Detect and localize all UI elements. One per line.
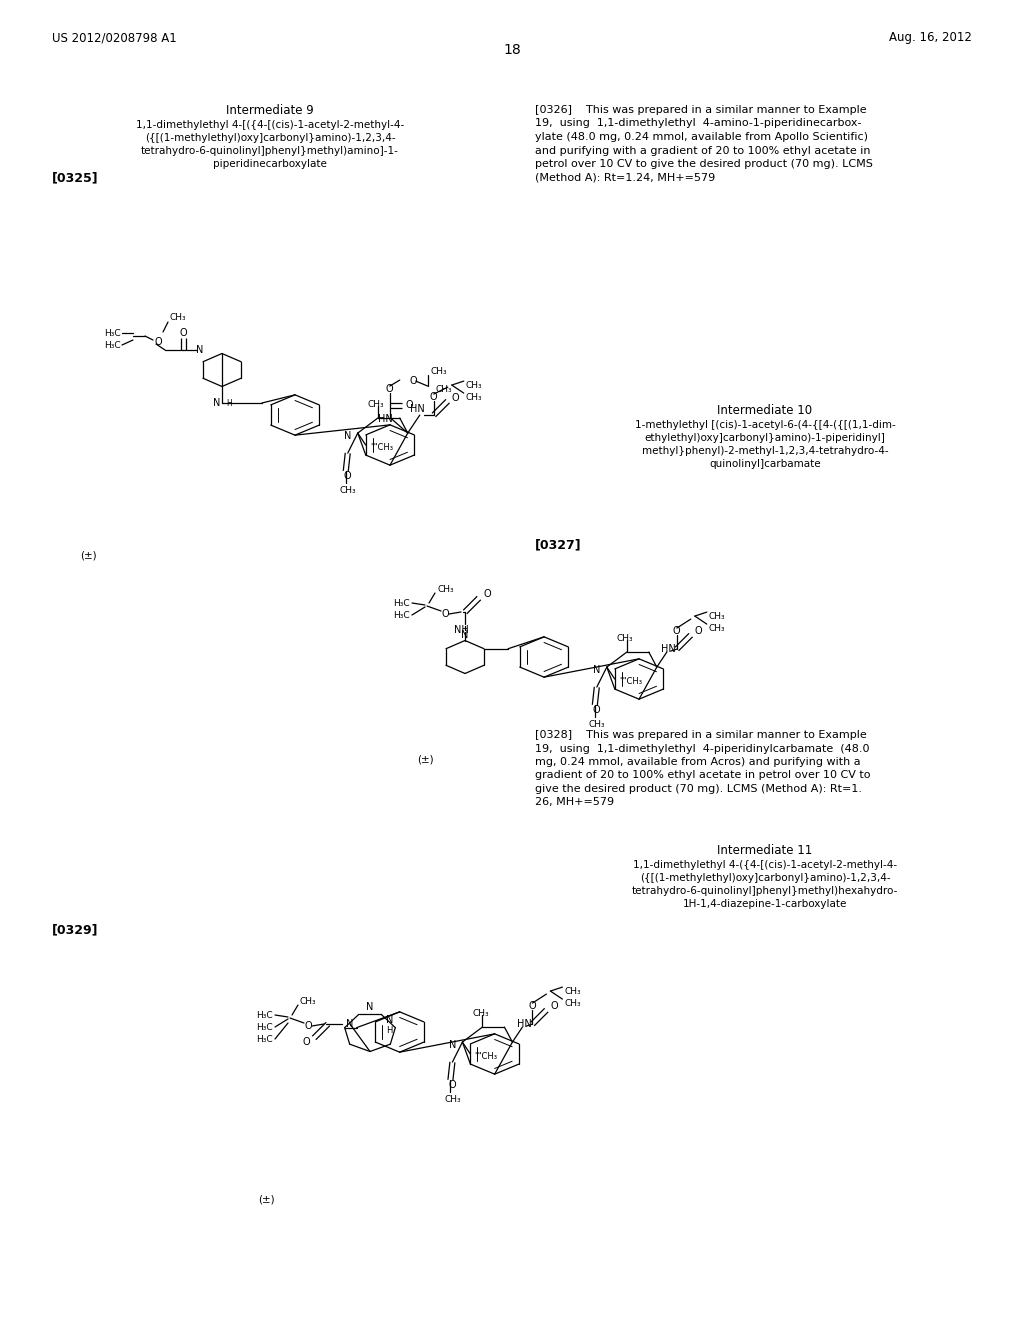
Text: [0329]: [0329] bbox=[52, 924, 98, 936]
Text: HN: HN bbox=[379, 414, 393, 424]
Text: ""CH₃: ""CH₃ bbox=[618, 677, 642, 685]
Text: H₃C: H₃C bbox=[256, 1023, 273, 1031]
Text: [0325]: [0325] bbox=[52, 172, 98, 185]
Text: H: H bbox=[386, 1026, 392, 1035]
Text: O: O bbox=[528, 1001, 537, 1011]
Text: H₃C: H₃C bbox=[256, 1011, 273, 1019]
Text: 18: 18 bbox=[503, 44, 521, 57]
Text: HN: HN bbox=[411, 404, 425, 414]
Text: H₃C: H₃C bbox=[393, 598, 410, 607]
Text: US 2012/0208798 A1: US 2012/0208798 A1 bbox=[52, 32, 177, 45]
Text: CH₃: CH₃ bbox=[564, 998, 581, 1007]
Text: O: O bbox=[483, 589, 490, 599]
Text: quinolinyl]carbamate: quinolinyl]carbamate bbox=[710, 459, 821, 469]
Text: O: O bbox=[673, 626, 681, 636]
Text: ""CH₃: ""CH₃ bbox=[474, 1052, 498, 1060]
Text: HN: HN bbox=[662, 644, 676, 655]
Text: N: N bbox=[386, 1015, 393, 1026]
Text: H₃C: H₃C bbox=[256, 1035, 273, 1044]
Text: Intermediate 11: Intermediate 11 bbox=[718, 843, 813, 857]
Text: [0326]    This was prepared in a similar manner to Example: [0326] This was prepared in a similar ma… bbox=[535, 106, 866, 115]
Text: O: O bbox=[430, 392, 437, 403]
Text: 1,1-dimethylethyl 4-[({4-[(cis)-1-acetyl-2-methyl-4-: 1,1-dimethylethyl 4-[({4-[(cis)-1-acetyl… bbox=[136, 120, 404, 129]
Text: N: N bbox=[462, 630, 469, 639]
Text: (Method A): Rt=1.24, MH+=579: (Method A): Rt=1.24, MH+=579 bbox=[535, 173, 715, 182]
Text: CH₃: CH₃ bbox=[564, 986, 581, 995]
Text: O: O bbox=[452, 393, 460, 403]
Text: CH₃: CH₃ bbox=[589, 719, 605, 729]
Text: HN: HN bbox=[517, 1019, 531, 1030]
Text: NH: NH bbox=[454, 624, 468, 635]
Text: Intermediate 9: Intermediate 9 bbox=[226, 103, 314, 116]
Text: N: N bbox=[450, 1040, 457, 1051]
Text: O: O bbox=[410, 376, 418, 385]
Text: CH₃: CH₃ bbox=[437, 586, 454, 594]
Text: 19,  using  1,1-dimethylethyl  4-amino-1-piperidinecarbox-: 19, using 1,1-dimethylethyl 4-amino-1-pi… bbox=[535, 119, 861, 128]
Text: petrol over 10 CV to give the desired product (70 mg). LCMS: petrol over 10 CV to give the desired pr… bbox=[535, 158, 872, 169]
Text: O: O bbox=[155, 337, 162, 347]
Text: [0327]: [0327] bbox=[535, 539, 582, 552]
Text: CH₃: CH₃ bbox=[709, 623, 725, 632]
Text: N: N bbox=[367, 1002, 374, 1011]
Text: ""CH₃: ""CH₃ bbox=[370, 442, 393, 451]
Text: ({[(1-methylethyl)oxy]carbonyl}amino)-1,2,3,4-: ({[(1-methylethyl)oxy]carbonyl}amino)-1,… bbox=[144, 133, 395, 143]
Text: tetrahydro-6-quinolinyl]phenyl}methyl)amino]-1-: tetrahydro-6-quinolinyl]phenyl}methyl)am… bbox=[141, 147, 399, 156]
Text: CH₃: CH₃ bbox=[466, 392, 482, 401]
Text: H₃C: H₃C bbox=[104, 341, 121, 350]
Text: N: N bbox=[213, 399, 220, 408]
Text: O: O bbox=[593, 705, 601, 715]
Text: O: O bbox=[449, 1080, 457, 1090]
Text: 1H-1,4-diazepine-1-carboxylate: 1H-1,4-diazepine-1-carboxylate bbox=[683, 899, 847, 909]
Text: mg, 0.24 mmol, available from Acros) and purifying with a: mg, 0.24 mmol, available from Acros) and… bbox=[535, 756, 860, 767]
Text: CH₃: CH₃ bbox=[444, 1094, 461, 1104]
Text: Aug. 16, 2012: Aug. 16, 2012 bbox=[889, 32, 972, 45]
Text: CH₃: CH₃ bbox=[616, 634, 633, 643]
Text: O: O bbox=[304, 1020, 312, 1031]
Text: CH₃: CH₃ bbox=[300, 998, 316, 1006]
Text: and purifying with a gradient of 20 to 100% ethyl acetate in: and purifying with a gradient of 20 to 1… bbox=[535, 145, 870, 156]
Text: O: O bbox=[695, 626, 702, 636]
Text: ylate (48.0 mg, 0.24 mmol, available from Apollo Scientific): ylate (48.0 mg, 0.24 mmol, available fro… bbox=[535, 132, 868, 143]
Text: H₃C: H₃C bbox=[104, 329, 121, 338]
Text: give the desired product (70 mg). LCMS (Method A): Rt=1.: give the desired product (70 mg). LCMS (… bbox=[535, 784, 862, 795]
Text: ethylethyl)oxy]carbonyl}amino)-1-piperidinyl]: ethylethyl)oxy]carbonyl}amino)-1-piperid… bbox=[644, 433, 886, 444]
Text: (±): (±) bbox=[417, 755, 433, 766]
Text: Intermediate 10: Intermediate 10 bbox=[718, 404, 813, 417]
Text: piperidinecarboxylate: piperidinecarboxylate bbox=[213, 158, 327, 169]
Text: ({[(1-methylethyl)oxy]carbonyl}amino)-1,2,3,4-: ({[(1-methylethyl)oxy]carbonyl}amino)-1,… bbox=[640, 873, 890, 883]
Text: CH₃: CH₃ bbox=[436, 384, 453, 393]
Text: O: O bbox=[344, 471, 351, 480]
Text: 19,  using  1,1-dimethylethyl  4-piperidinylcarbamate  (48.0: 19, using 1,1-dimethylethyl 4-piperidiny… bbox=[535, 743, 869, 754]
Text: CH₃: CH₃ bbox=[339, 486, 356, 495]
Text: CH₃: CH₃ bbox=[431, 367, 447, 376]
Text: 1-methylethyl [(cis)-1-acetyl-6-(4-{[4-({[(1,1-dim-: 1-methylethyl [(cis)-1-acetyl-6-(4-{[4-(… bbox=[635, 420, 895, 430]
Text: gradient of 20 to 100% ethyl acetate in petrol over 10 CV to: gradient of 20 to 100% ethyl acetate in … bbox=[535, 771, 870, 780]
Text: (±): (±) bbox=[258, 1195, 274, 1205]
Text: methyl}phenyl)-2-methyl-1,2,3,4-tetrahydro-4-: methyl}phenyl)-2-methyl-1,2,3,4-tetrahyd… bbox=[642, 446, 888, 455]
Text: H₃C: H₃C bbox=[393, 610, 410, 619]
Text: N: N bbox=[196, 345, 204, 355]
Text: O: O bbox=[179, 327, 186, 338]
Text: tetrahydro-6-quinolinyl]phenyl}methyl)hexahydro-: tetrahydro-6-quinolinyl]phenyl}methyl)he… bbox=[632, 886, 898, 896]
Text: CH₃: CH₃ bbox=[466, 380, 482, 389]
Text: CH₃: CH₃ bbox=[472, 1008, 488, 1018]
Text: [0328]    This was prepared in a similar manner to Example: [0328] This was prepared in a similar ma… bbox=[535, 730, 866, 741]
Text: (±): (±) bbox=[80, 550, 96, 560]
Text: H: H bbox=[226, 399, 231, 408]
Text: O: O bbox=[406, 400, 414, 411]
Text: O: O bbox=[441, 609, 449, 619]
Text: N: N bbox=[346, 1019, 353, 1030]
Text: O: O bbox=[551, 1001, 558, 1011]
Text: CH₃: CH₃ bbox=[170, 314, 186, 322]
Text: 1,1-dimethylethyl 4-({4-[(cis)-1-acetyl-2-methyl-4-: 1,1-dimethylethyl 4-({4-[(cis)-1-acetyl-… bbox=[633, 861, 897, 870]
Text: O: O bbox=[386, 384, 393, 395]
Text: CH₃: CH₃ bbox=[709, 611, 725, 620]
Text: N: N bbox=[594, 665, 601, 675]
Text: O: O bbox=[302, 1038, 310, 1047]
Text: CH₃: CH₃ bbox=[368, 400, 384, 409]
Text: N: N bbox=[344, 432, 352, 441]
Text: 26, MH+=579: 26, MH+=579 bbox=[535, 797, 614, 808]
